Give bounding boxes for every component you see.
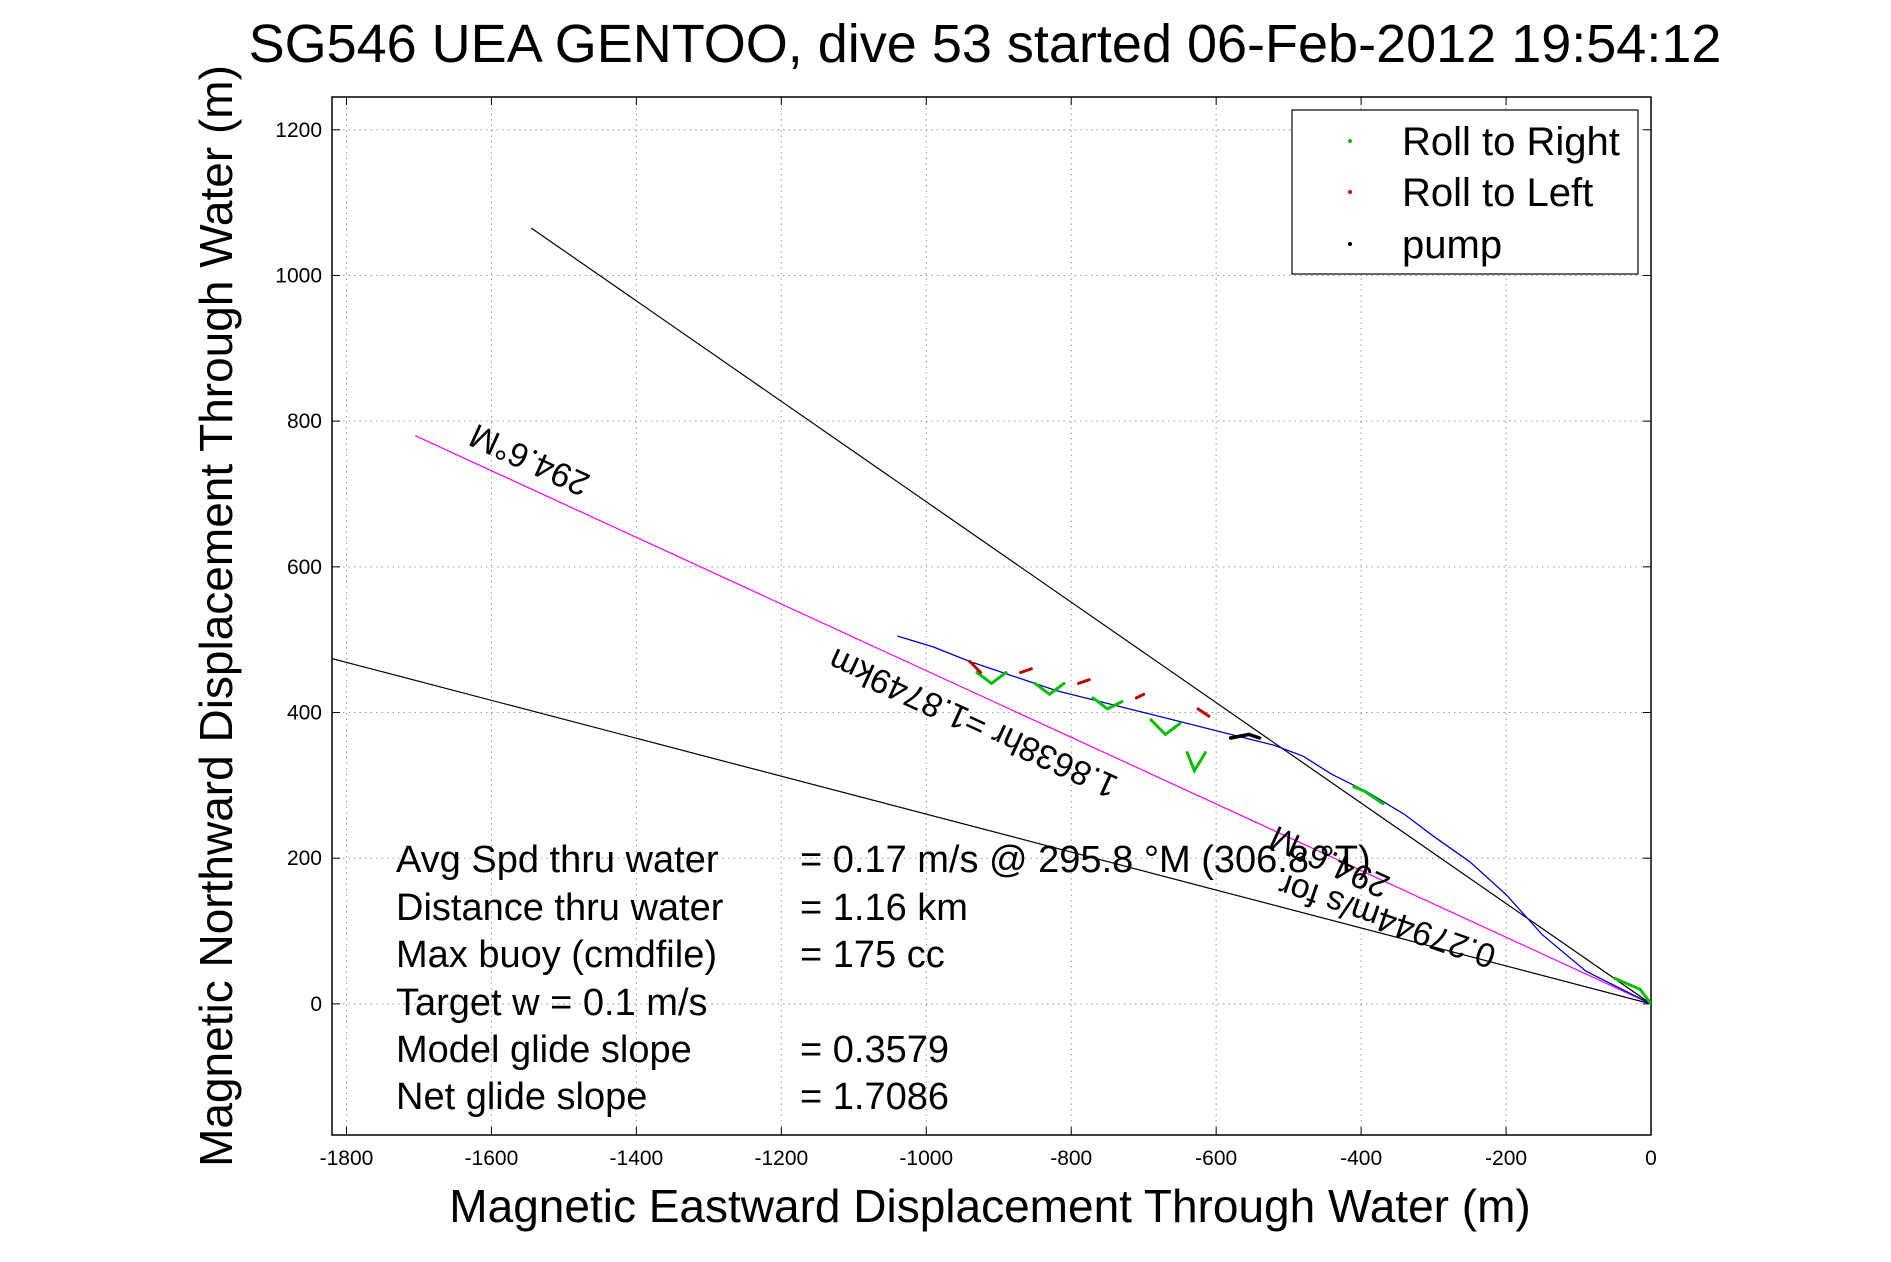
x-tick-label: -800: [1050, 1147, 1092, 1170]
roll-right-segment: [1185, 751, 1207, 775]
x-tick-label: -1800: [320, 1147, 374, 1170]
glider-track: [897, 635, 1651, 1005]
x-tick-label: -1200: [754, 1147, 808, 1170]
legend: Roll to Right Roll to Left pump: [1291, 109, 1639, 275]
x-tick-label: 0: [1645, 1147, 1657, 1170]
y-tick-label: 1000: [275, 264, 322, 287]
annotation-value: = 1.16 km: [800, 887, 968, 929]
x-tick-label: -1400: [610, 1147, 664, 1170]
roll-right-segment: [1091, 696, 1124, 711]
roll-left-segment: [1134, 692, 1146, 700]
y-tick-label: 200: [287, 847, 322, 870]
plot-area: [332, 227, 1651, 1006]
legend-marker-pump: [1348, 242, 1352, 246]
legend-label-pump: pump: [1402, 223, 1502, 267]
roll-right-segment: [975, 671, 1008, 686]
pump-segment: [1228, 732, 1262, 740]
annotation-label: Max buoy (cmdfile): [396, 934, 717, 976]
annotation-label: Target w = 0.1 m/s: [396, 982, 708, 1024]
annotation-value: = 0.17 m/s @ 295.8 °M (306.8 °T): [800, 839, 1371, 881]
y-axis-ticks: 0 200 400 600 800 1000 1200: [275, 119, 1651, 1016]
x-tick-label: -400: [1340, 1147, 1382, 1170]
y-tick-label: 1200: [275, 119, 322, 142]
annotation-value: = 175 cc: [800, 934, 945, 976]
annotation-block: Avg Spd thru water = 0.17 m/s @ 295.8 °M…: [396, 839, 1371, 1118]
y-tick-label: 0: [310, 993, 322, 1016]
roll-right-segment: [1033, 681, 1066, 697]
roll-markers: [968, 660, 1651, 1006]
track-line: [897, 635, 1651, 1005]
reference-line: [415, 435, 1651, 1005]
legend-label-roll-left: Roll to Left: [1402, 171, 1593, 215]
legend-label-roll-right: Roll to Right: [1402, 120, 1620, 164]
annotation-label: Net glide slope: [396, 1076, 647, 1118]
x-tick-label: -200: [1485, 1147, 1527, 1170]
plot-frame: [331, 96, 1652, 1136]
roll-right-segment: [1613, 976, 1651, 1006]
y-tick-label: 400: [287, 702, 322, 725]
chart-title: SG546 UEA GENTOO, dive 53 started 06-Feb…: [249, 14, 1722, 74]
roll-right-segment: [1149, 718, 1182, 737]
x-axis-label: Magnetic Eastward Displacement Through W…: [449, 1180, 1530, 1232]
annotation-label: Avg Spd thru water: [396, 839, 719, 881]
roll-right-segment: [1352, 785, 1385, 806]
annotation-label: Model glide slope: [396, 1029, 692, 1071]
legend-marker-roll-left: [1348, 190, 1352, 194]
x-tick-label: -1000: [899, 1147, 953, 1170]
reference-line: [530, 227, 1651, 1005]
legend-marker-roll-right: [1348, 139, 1352, 143]
annotation-label: Distance thru water: [396, 887, 724, 929]
reference-lines: [332, 227, 1651, 1005]
heading-label-upper: 294.6°M: [464, 416, 595, 503]
roll-left-segment: [1019, 667, 1033, 674]
x-axis-ticks: -1800 -1600 -1400 -1200 -1000 -800 -600 -400 -20…: [320, 97, 1657, 1170]
y-tick-label: 800: [287, 410, 322, 433]
x-tick-label: -600: [1195, 1147, 1237, 1170]
annotation-value: = 0.3579: [800, 1029, 949, 1071]
x-tick-label: -1600: [465, 1147, 519, 1170]
roll-left-segment: [968, 660, 983, 674]
annotation-value: = 1.7086: [800, 1076, 949, 1118]
roll-left-segment: [1077, 678, 1091, 685]
y-axis-label: Magnetic Northward Displacement Through …: [190, 65, 242, 1167]
roll-left-segment: [1196, 707, 1211, 718]
reference-line: [332, 658, 1651, 1005]
y-tick-label: 600: [287, 556, 322, 579]
